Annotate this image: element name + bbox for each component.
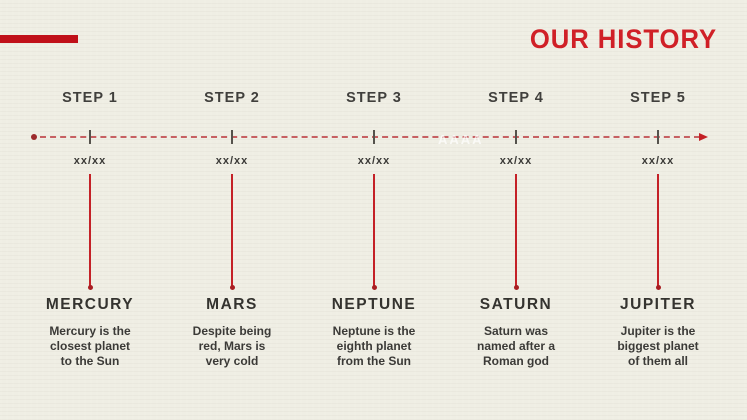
watermark: AAAA: [438, 132, 484, 147]
step-label: STEP 5: [630, 90, 686, 106]
connector-line: [655, 174, 661, 290]
slide-title: OUR HISTORY: [529, 24, 717, 54]
timeline-step-5: STEP 5 xx/xx JUPITER Jupiter is the bigg…: [587, 90, 729, 368]
planet-description: Saturn was named after a Roman god: [476, 324, 556, 368]
connector-endpoint-dot: [371, 285, 377, 290]
planet-name: MERCURY: [45, 296, 135, 313]
timeline-step-4: STEP 4 xx/xx SATURN Saturn was named aft…: [445, 90, 587, 368]
timeline-step-3: STEP 3 xx/xx NEPTUNE Neptune is the eigh…: [303, 90, 445, 368]
step-date: xx/xx: [641, 155, 675, 167]
planet-description: Mercury is the closest planet to the Sun: [49, 324, 131, 368]
connector-stem: [89, 174, 91, 286]
step-label: STEP 3: [346, 90, 402, 106]
connector-endpoint-dot: [655, 285, 661, 290]
planet-description: Jupiter is the biggest planet of them al…: [617, 324, 699, 368]
step-date: xx/xx: [215, 155, 249, 167]
connector-stem: [515, 174, 517, 286]
connector-stem: [657, 174, 659, 286]
connector-endpoint-dot: [87, 285, 93, 290]
accent-bar: [0, 35, 78, 43]
connector-stem: [231, 174, 233, 286]
planet-name: NEPTUNE: [331, 296, 417, 313]
connector-line: [513, 174, 519, 290]
connector-endpoint-dot: [229, 285, 235, 290]
step-date: xx/xx: [499, 155, 533, 167]
step-date: xx/xx: [73, 155, 107, 167]
step-date: xx/xx: [357, 155, 391, 167]
step-label: STEP 1: [62, 90, 118, 106]
planet-description: Neptune is the eighth planet from the Su…: [332, 324, 416, 368]
step-label: STEP 4: [488, 90, 544, 106]
timeline-step-2: STEP 2 xx/xx MARS Despite being red, Mar…: [161, 90, 303, 368]
planet-name: MARS: [206, 296, 258, 313]
connector-stem: [373, 174, 375, 286]
planet-name: SATURN: [479, 296, 553, 313]
step-label: STEP 2: [204, 90, 260, 106]
connector-line: [371, 174, 377, 290]
planet-name: JUPITER: [620, 296, 696, 313]
timeline-columns: STEP 1 xx/xx MERCURY Mercury is the clos…: [19, 90, 729, 368]
timeline-step-1: STEP 1 xx/xx MERCURY Mercury is the clos…: [19, 90, 161, 368]
connector-line: [229, 174, 235, 290]
connector-endpoint-dot: [513, 285, 519, 290]
connector-line: [87, 174, 93, 290]
planet-description: Despite being red, Mars is very cold: [192, 324, 272, 368]
